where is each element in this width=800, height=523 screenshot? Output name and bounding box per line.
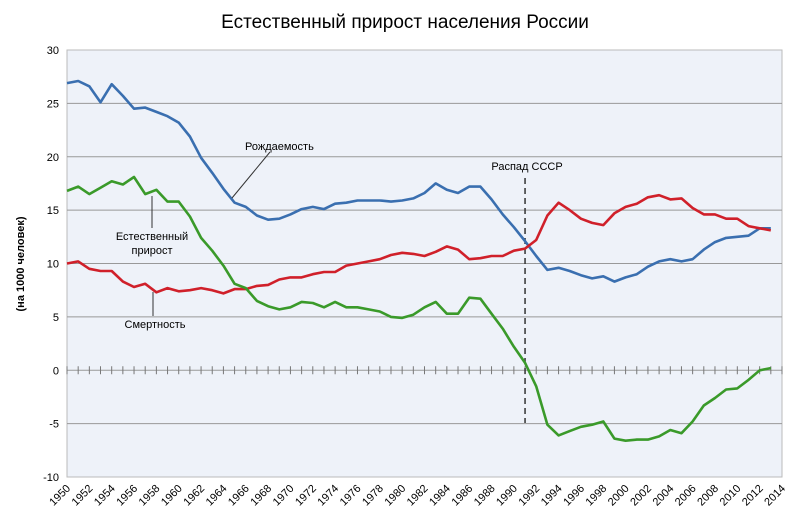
x-tick-label: 1968: [248, 483, 274, 509]
x-tick-label: 1954: [92, 483, 118, 509]
x-tick-label: 1994: [539, 483, 565, 509]
x-tick-label: 1974: [315, 483, 341, 509]
deaths-label: Смертность: [125, 319, 186, 331]
x-tick-label: 1992: [517, 483, 543, 509]
x-tick-label: 1970: [271, 483, 297, 509]
y-tick-label: -10: [43, 472, 59, 484]
x-tick-label: 1952: [70, 483, 96, 509]
x-tick-label: 1990: [494, 483, 520, 509]
x-tick-label: 1958: [137, 483, 163, 509]
x-tick-label: 1962: [181, 483, 207, 509]
x-tick-label: 1960: [159, 483, 185, 509]
y-tick-label: 25: [47, 98, 59, 110]
x-tick-label: 1972: [293, 483, 319, 509]
ussr-collapse-label: Распад СССР: [491, 161, 562, 173]
x-tick-label: 1956: [114, 483, 140, 509]
x-tick-label: 1984: [427, 483, 453, 509]
increase-label-1: Естественный: [116, 231, 188, 243]
series-line-2: [66, 175, 772, 442]
y-tick-label: 10: [47, 259, 59, 271]
y-tick-label: 30: [47, 45, 59, 57]
series-line-1: [66, 193, 772, 295]
x-tick-label: 2008: [695, 483, 721, 509]
x-tick-label: 1964: [204, 483, 230, 509]
x-tick-label: 2000: [606, 483, 632, 509]
x-tick-label: 1978: [360, 483, 386, 509]
series-line-0: [66, 79, 771, 283]
x-tick-label: 1998: [584, 483, 610, 509]
y-axis-label: (на 1000 человек): [15, 216, 27, 311]
births-leader: [231, 151, 271, 199]
x-tick-label: 1980: [382, 483, 408, 509]
x-tick-label: 1982: [405, 483, 431, 509]
increase-label-2: прирост: [132, 245, 173, 257]
x-tick-label: 2004: [651, 483, 677, 509]
x-tick-label: 1950: [47, 483, 73, 509]
y-tick-label: 5: [53, 312, 59, 324]
x-tick-label: 2014: [762, 483, 788, 509]
births-label: Рождаемость: [245, 141, 314, 153]
x-tick-label: 2012: [740, 483, 766, 509]
x-tick-label: 1996: [561, 483, 587, 509]
x-tick-label: 1988: [472, 483, 498, 509]
chart-title: Естественный прирост населения России: [221, 12, 589, 33]
x-tick-label: 2006: [673, 483, 699, 509]
y-tick-label: 15: [47, 205, 59, 217]
x-tick-label: 2010: [718, 483, 744, 509]
x-tick-label: 1966: [226, 483, 252, 509]
x-tick-label: 1986: [450, 483, 476, 509]
x-tick-label: 1976: [338, 483, 364, 509]
y-tick-label: -5: [49, 419, 59, 431]
y-tick-label: 20: [47, 152, 59, 164]
x-tick-label: 2002: [628, 483, 654, 509]
y-tick-label: 0: [53, 365, 59, 377]
